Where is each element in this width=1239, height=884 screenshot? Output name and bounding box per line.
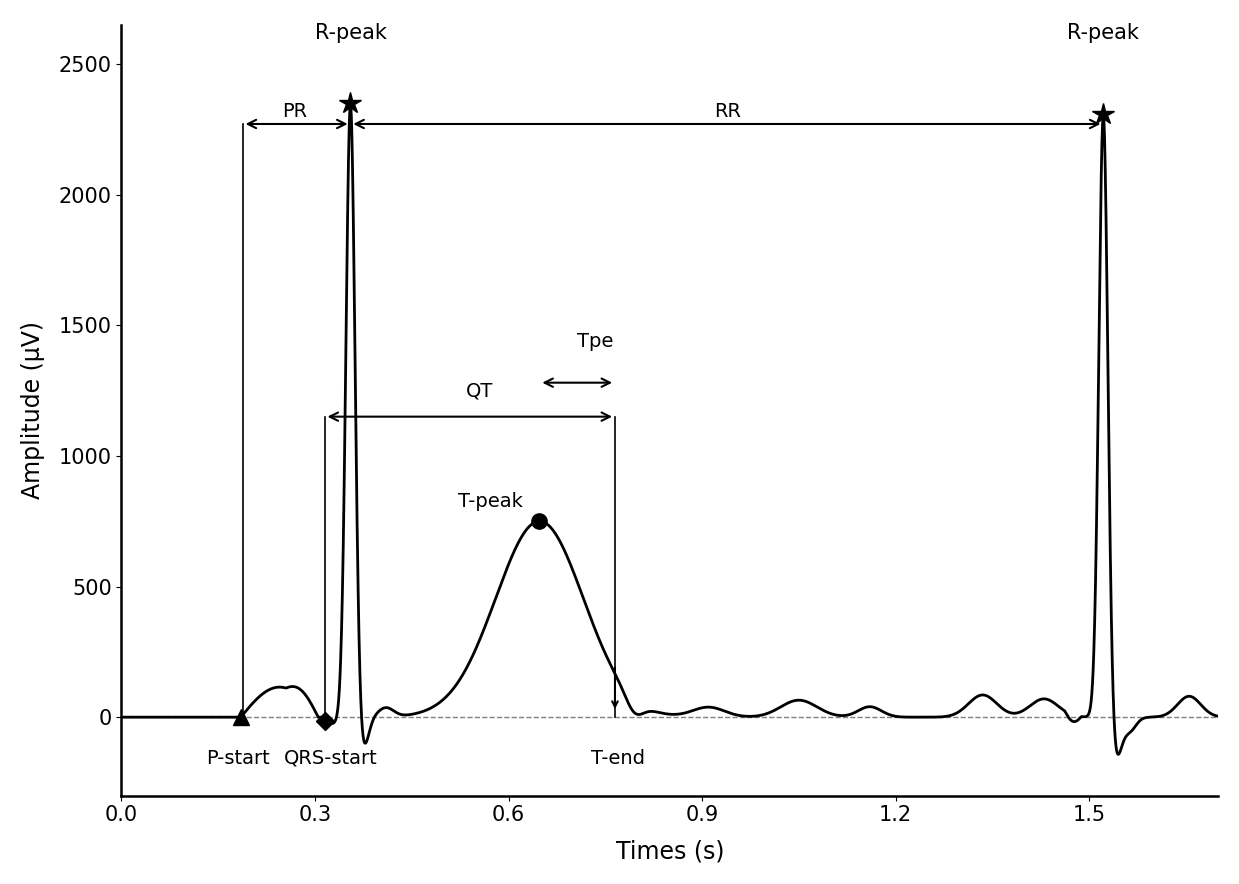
Text: Tpe: Tpe (577, 332, 613, 351)
Text: QT: QT (466, 382, 493, 401)
Text: QRS-start: QRS-start (284, 749, 378, 767)
Text: T-end: T-end (591, 749, 646, 767)
X-axis label: Times (s): Times (s) (616, 839, 724, 863)
Text: R-peak: R-peak (315, 23, 387, 43)
Text: PR: PR (281, 103, 307, 121)
Y-axis label: Amplitude (μV): Amplitude (μV) (21, 321, 45, 499)
Text: T-peak: T-peak (458, 492, 523, 511)
Text: R-peak: R-peak (1067, 23, 1140, 43)
Text: RR: RR (715, 103, 741, 121)
Text: P-start: P-start (206, 749, 269, 767)
